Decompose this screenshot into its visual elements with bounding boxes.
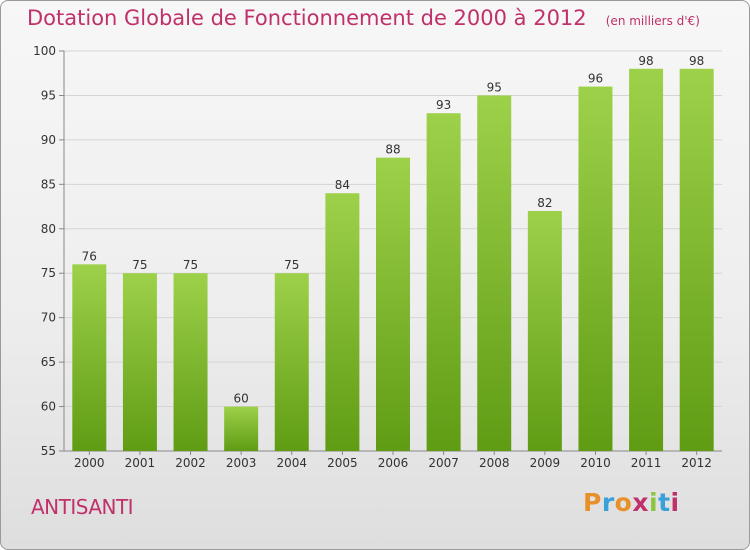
bar [527,211,562,451]
x-tick-label: 2003 [226,456,257,470]
y-tick-label: 90 [41,133,56,147]
bar [173,273,208,451]
y-tick-label: 65 [41,355,56,369]
data-labels: 76 75 75 60 75 84 88 93 95 82 96 98 98 [82,54,705,406]
bar-value-label: 75 [132,258,147,272]
axes: 55 60 65 70 75 80 85 90 95 100 2000 2001 2002 2003 200… [33,44,722,470]
x-tick-label: 2007 [428,456,459,470]
logo-letter: i [649,488,659,517]
y-tick-label: 55 [41,444,56,458]
x-tick-label: 2004 [276,456,307,470]
bar [376,157,410,451]
bar-value-label: 84 [335,178,350,192]
logo-letter: t [658,488,671,517]
x-tick-label: 2002 [175,456,206,470]
bar [426,113,461,451]
y-tick-label: 60 [41,400,56,414]
y-tick-label: 70 [41,311,56,325]
y-tick-label: 75 [41,266,56,280]
bar [679,68,714,452]
bar [224,406,259,451]
x-tick-label: 2001 [125,456,156,470]
logo-letter: o [614,488,633,517]
logo-letter: r [601,488,615,517]
bar-value-label: 76 [82,249,97,263]
bar [578,86,613,452]
bar-value-label: 88 [385,143,400,157]
chart-subtitle: (en milliers d'€) [605,14,700,28]
logo-letter: x [632,488,649,517]
x-tick-label: 2010 [580,456,611,470]
bar-value-label: 95 [487,80,502,94]
bar-value-label: 93 [436,98,451,112]
x-tick-label: 2009 [530,456,561,470]
bar [72,264,107,451]
y-tick-label: 100 [33,44,56,58]
logo-letter: P [583,488,602,517]
bar [274,273,309,451]
chart-title-block: Dotation Globale de Fonctionnement de 20… [27,6,700,30]
commune-name: ANTISANTI [31,495,134,519]
bar [477,95,512,451]
bar [629,68,664,452]
x-tick-label: 2012 [681,456,712,470]
y-tick-label: 80 [41,222,56,236]
bar [122,273,157,451]
x-tick-label: 2006 [378,456,409,470]
bar-value-label: 96 [588,72,603,86]
y-tick-label: 95 [41,88,56,102]
bar-value-label: 75 [284,258,299,272]
x-tick-label: 2011 [631,456,662,470]
bar-value-label: 82 [537,196,552,210]
x-tick-label: 2008 [479,456,510,470]
logo-letter: i [670,488,680,517]
bar [325,193,360,451]
proxiti-logo[interactable]: Proxiti [583,488,680,517]
bars [72,68,714,452]
y-tick-label: 85 [41,177,56,191]
x-tick-label: 2005 [327,456,358,470]
bar-value-label: 98 [689,54,704,68]
chart-title: Dotation Globale de Fonctionnement de 20… [27,6,587,30]
bar-value-label: 98 [638,54,653,68]
x-tick-label: 2000 [74,456,105,470]
bar-value-label: 60 [234,392,249,406]
bar-value-label: 75 [183,258,198,272]
